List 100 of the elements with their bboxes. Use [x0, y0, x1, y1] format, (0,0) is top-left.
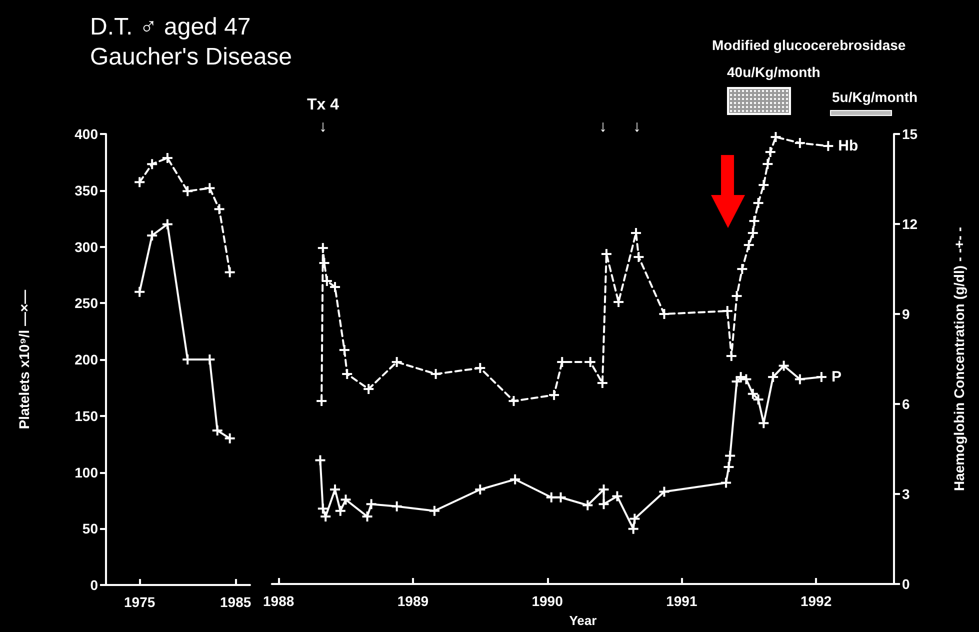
text: 5u/Kg/month	[832, 89, 918, 105]
text: Tx 4	[306, 96, 340, 114]
point	[597, 378, 608, 388]
point	[612, 491, 622, 502]
point	[224, 267, 235, 278]
y2-tick-label: 12	[902, 216, 918, 232]
y-tick-label: 350	[74, 182, 98, 198]
point	[748, 228, 758, 238]
y-tick-label: 150	[74, 408, 98, 424]
point	[556, 492, 566, 502]
point	[392, 501, 402, 512]
point	[724, 462, 734, 472]
point	[753, 198, 764, 208]
point	[342, 369, 352, 379]
point	[659, 486, 670, 497]
point	[475, 484, 486, 494]
y2-tick-label: 3	[902, 486, 910, 502]
annotation: ↓	[599, 118, 607, 136]
point	[318, 243, 328, 253]
point	[816, 372, 826, 382]
point	[737, 264, 748, 274]
point	[316, 396, 327, 406]
point	[335, 506, 346, 516]
point	[598, 484, 609, 494]
y-axis-title: Platelets x10⁹/l —×—	[16, 290, 32, 430]
point	[634, 252, 644, 262]
y2-axis-title: Haemoglobin Concentration (g/dl) - -+- -	[951, 226, 967, 492]
x-tick-label: 1988	[262, 593, 294, 609]
y-tick-label: 0	[90, 577, 98, 593]
y-tick-label: 50	[82, 520, 98, 537]
point	[392, 357, 402, 367]
point	[364, 384, 374, 394]
text: 40u/Kg/month	[727, 64, 820, 80]
point	[659, 309, 670, 319]
series-label: Hb	[838, 138, 858, 154]
x-tick-label: 1991	[666, 593, 698, 609]
y2-tick-label: 15	[902, 126, 918, 142]
y-tick-label: 100	[74, 464, 98, 480]
y2-tick-label: 6	[902, 396, 910, 412]
x-tick-label: 1989	[397, 593, 429, 609]
point	[762, 159, 773, 169]
point	[214, 204, 224, 214]
point	[549, 390, 560, 400]
point	[162, 153, 172, 164]
point	[429, 506, 440, 516]
point	[744, 240, 754, 250]
point	[582, 500, 593, 510]
annotation: ↓	[633, 118, 641, 136]
point	[725, 450, 736, 461]
point	[510, 474, 520, 484]
point	[732, 291, 742, 301]
point	[134, 177, 145, 188]
y-tick-label: 300	[74, 238, 98, 255]
point	[601, 249, 612, 259]
series-label: P	[831, 368, 842, 386]
point	[322, 276, 332, 286]
point	[318, 504, 328, 514]
x-axis-title: Year	[569, 613, 597, 628]
point	[366, 499, 376, 510]
point	[340, 494, 351, 505]
point	[330, 484, 340, 494]
point	[823, 141, 834, 151]
point	[330, 282, 340, 292]
point	[614, 297, 624, 307]
point	[794, 374, 805, 384]
point	[721, 478, 732, 488]
x-tick-label: 1975	[124, 594, 156, 610]
point	[508, 396, 519, 406]
point	[339, 345, 350, 355]
y2-tick-label: 9	[902, 306, 910, 322]
point	[147, 230, 158, 240]
point	[630, 514, 640, 524]
point	[753, 394, 764, 404]
point	[768, 372, 778, 382]
point	[362, 512, 372, 522]
text: Modified glucocerebrosidase	[712, 37, 906, 53]
x-tick-label: 1985	[220, 594, 252, 610]
point	[794, 138, 805, 148]
point	[475, 363, 486, 373]
point	[628, 524, 638, 534]
chart-subtitle: Gaucher's Disease	[90, 44, 292, 70]
point	[598, 499, 609, 510]
point	[320, 512, 331, 522]
point	[758, 180, 769, 190]
y-tick-label: 400	[74, 126, 98, 142]
point	[778, 360, 789, 371]
x-tick-label: 1990	[532, 593, 564, 609]
point	[147, 159, 158, 170]
point	[546, 492, 556, 502]
point	[722, 306, 732, 316]
point	[748, 388, 758, 399]
chart-title: D.T. ♂ aged 47	[90, 14, 251, 40]
point	[430, 369, 441, 379]
y-tick-label: 200	[74, 352, 98, 368]
point	[182, 186, 193, 196]
point	[319, 258, 330, 268]
point	[726, 351, 736, 361]
x-tick-label: 1992	[800, 593, 832, 609]
point	[315, 455, 326, 466]
point	[770, 132, 781, 142]
